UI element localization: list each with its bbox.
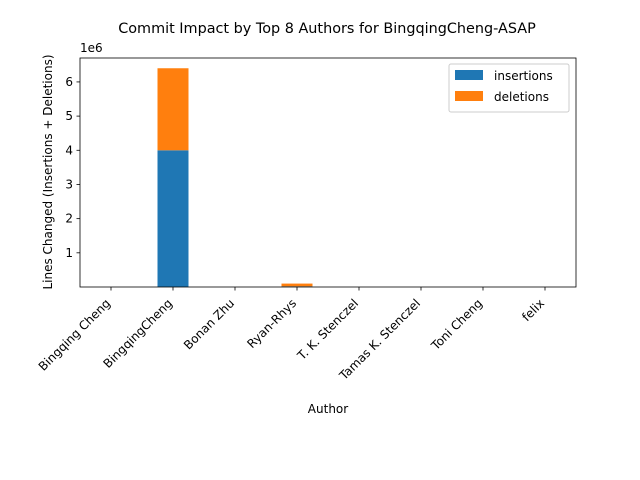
y-tick-label: 2 (65, 212, 73, 226)
legend: insertions deletions (448, 63, 570, 113)
x-tick-label: Ryan-Rhys (244, 296, 299, 351)
bar-insertions (157, 150, 189, 287)
legend-label-deletions: deletions (494, 90, 549, 104)
y-axis-label: Lines Changed (Insertions + Deletions) (41, 54, 55, 289)
x-tick-label: Toni Cheng (428, 296, 485, 353)
y-tick-label: 5 (65, 109, 73, 123)
legend-label-insertions: insertions (494, 69, 553, 83)
y-tick-label: 3 (65, 177, 73, 191)
plot-frame (79, 57, 577, 288)
bars-group (157, 68, 313, 287)
x-axis-label: Author (308, 402, 348, 416)
legend-swatch-insertions (455, 70, 483, 80)
x-tick-label: Bonan Zhu (181, 296, 237, 352)
x-tick-label: felix (519, 296, 547, 324)
y-axis: 1 2 3 4 5 6 (65, 75, 80, 260)
chart-title: Commit Impact by Top 8 Authors for Bingq… (118, 21, 536, 37)
bar-deletions (281, 283, 313, 287)
x-tick-label: T. K. Stenczel (294, 296, 361, 363)
y-tick-label: 6 (65, 75, 73, 89)
y-tick-label: 4 (65, 143, 73, 157)
y-tick-label: 1 (65, 246, 73, 260)
bar-deletions (157, 68, 189, 151)
legend-swatch-deletions (455, 91, 483, 101)
y-offset-label: 1e6 (80, 41, 103, 55)
